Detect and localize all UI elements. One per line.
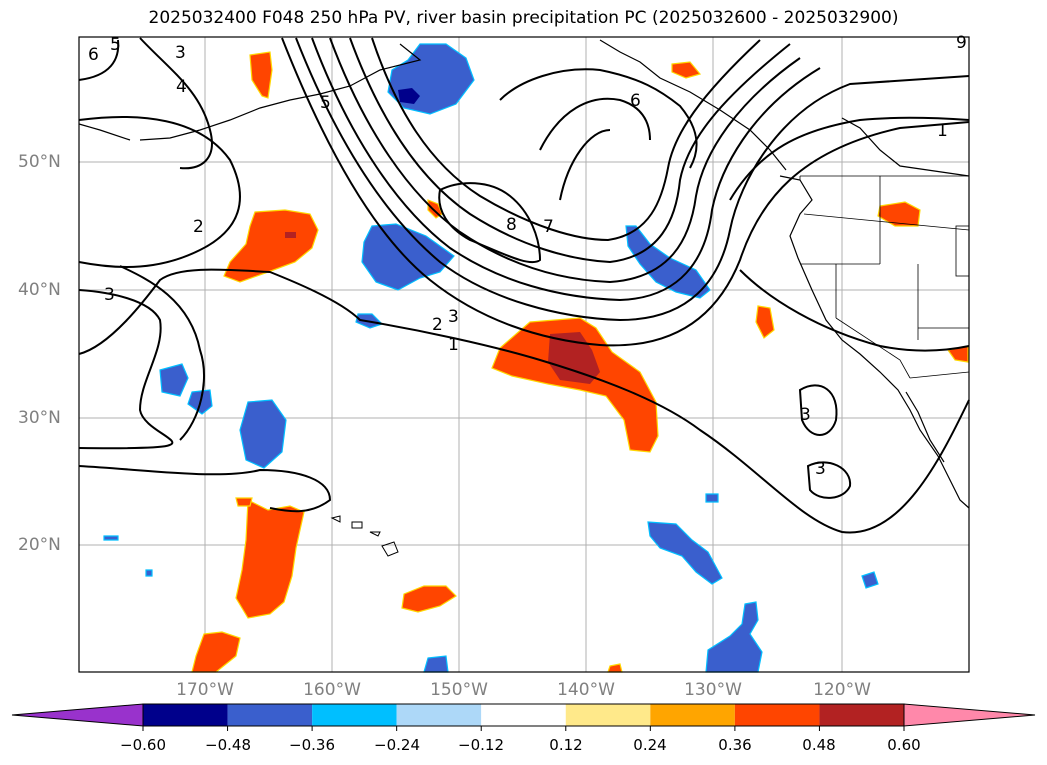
state-borders xyxy=(799,175,970,379)
contour-label-5b: 5 xyxy=(320,93,331,113)
lon-label-130w: 130°W xyxy=(684,680,742,700)
colorbar-frame xyxy=(142,703,905,727)
colorbar-segment xyxy=(143,704,228,726)
colorbar-segment xyxy=(565,704,651,726)
contour-label-3a: 3 xyxy=(104,285,115,305)
contour-label-8: 8 xyxy=(506,215,517,235)
lon-label-160w: 160°W xyxy=(303,680,361,700)
precip-positive-regions xyxy=(191,51,969,673)
hawaii-islands xyxy=(330,515,399,557)
lat-label-20n: 20°N xyxy=(18,535,61,555)
colorbar-segment xyxy=(819,704,904,726)
colorbar-tick: −0.12 xyxy=(458,736,504,754)
map-plot: 2 3 2 3 1 6 8 7 1 3 3 3 4 5 6 5 9 xyxy=(78,33,970,673)
contour-label-9: 9 xyxy=(956,33,967,53)
colorbar-tick: −0.60 xyxy=(120,736,166,754)
colorbar-segment xyxy=(650,704,735,726)
colorbar-segment xyxy=(396,704,482,726)
colorbar-segment xyxy=(227,704,313,726)
lat-label-30n: 30°N xyxy=(18,408,61,428)
precip-negative-regions xyxy=(103,43,879,673)
lon-label-120w: 120°W xyxy=(813,680,871,700)
colorbar-tick: 0.60 xyxy=(887,736,921,754)
lat-label-40n: 40°N xyxy=(18,280,61,300)
contour-label-6: 6 xyxy=(630,91,641,111)
colorbar-tick: 0.36 xyxy=(718,736,752,754)
coastlines xyxy=(78,39,970,509)
colorbar-segment xyxy=(734,704,820,726)
contour-label-3c: 3 xyxy=(800,405,811,425)
contour-label-3d: 3 xyxy=(815,459,826,479)
lon-label-150w: 150°W xyxy=(430,680,488,700)
contour-label-2b: 2 xyxy=(432,315,443,335)
colorbar-segment xyxy=(312,704,397,726)
contour-label-3b: 3 xyxy=(448,307,459,327)
colorbar-extend-max xyxy=(903,703,1036,727)
contour-label-6b: 6 xyxy=(88,45,99,65)
map-frame xyxy=(78,36,970,673)
colorbar-tick: 0.24 xyxy=(633,736,667,754)
colorbar-tick: 0.12 xyxy=(549,736,583,754)
pv-contours xyxy=(78,37,970,534)
contour-label-5a: 5 xyxy=(110,35,121,55)
colorbar-extend-min xyxy=(11,703,144,727)
lat-label-50n: 50°N xyxy=(18,152,61,172)
colorbar-tick: −0.48 xyxy=(205,736,251,754)
contour-label-1a: 1 xyxy=(448,335,459,355)
lon-label-170w: 170°W xyxy=(176,680,234,700)
map-title: 2025032400 F048 250 hPa PV, river basin … xyxy=(148,8,899,28)
contour-labels: 2 3 2 3 1 6 8 7 1 3 3 3 4 5 6 5 9 xyxy=(88,33,967,479)
colorbar-tick: −0.24 xyxy=(374,736,420,754)
contour-label-1b: 1 xyxy=(937,121,948,141)
colorbar-segment xyxy=(481,704,566,726)
lon-label-140w: 140°W xyxy=(557,680,615,700)
contour-label-7: 7 xyxy=(543,217,554,237)
graticule xyxy=(79,37,969,672)
contour-label-4: 4 xyxy=(176,77,187,97)
contour-label-2a: 2 xyxy=(193,217,204,237)
colorbar-tick: −0.36 xyxy=(289,736,335,754)
colorbar-tick: 0.48 xyxy=(802,736,836,754)
contour-label-3e: 3 xyxy=(175,43,186,63)
